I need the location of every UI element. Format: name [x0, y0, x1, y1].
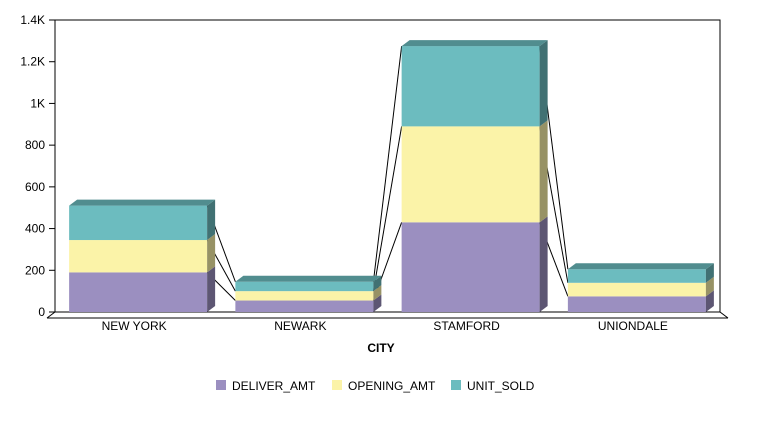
bar-front — [567, 269, 706, 283]
legend-item: OPENING_AMT — [332, 379, 436, 393]
y-tick-label: 400 — [25, 222, 45, 236]
bar-segment — [235, 285, 382, 301]
bar-front — [401, 222, 540, 312]
bar-segment — [567, 263, 714, 283]
legend-swatch — [451, 380, 461, 390]
bar-side — [539, 216, 548, 312]
legend-label: UNIT_SOLD — [467, 379, 535, 393]
legend: DELIVER_AMT OPENING_AMT UNIT_SOLD — [216, 379, 535, 393]
bar-side — [207, 199, 216, 241]
bar-front — [567, 296, 706, 312]
bar-top — [235, 275, 382, 282]
bar-front — [401, 126, 540, 223]
y-tick-label: 0 — [38, 305, 45, 319]
bar-segment — [69, 199, 216, 241]
bar-top — [401, 40, 548, 47]
bar-front — [235, 281, 374, 292]
x-axis-title: CITY — [367, 341, 394, 355]
bar-side — [373, 294, 382, 312]
bar-front — [235, 300, 374, 312]
bar-side — [207, 234, 216, 273]
bar-side — [207, 266, 216, 312]
legend-label: OPENING_AMT — [348, 379, 436, 393]
legend-label: DELIVER_AMT — [232, 379, 316, 393]
y-tick-label: 600 — [25, 180, 45, 194]
bar-front — [567, 282, 706, 297]
bar-side — [705, 290, 714, 312]
bar-segment — [567, 276, 714, 297]
bar-top — [567, 263, 714, 270]
bar-segment — [69, 234, 216, 273]
bar-side — [373, 285, 382, 301]
x-tick-label: NEW YORK — [102, 319, 167, 333]
y-tick-label: 1.4K — [20, 13, 45, 27]
x-tick-label: STAMFORD — [433, 319, 500, 333]
bar-segment — [235, 275, 382, 292]
bar-side — [705, 276, 714, 297]
x-tick-label: NEWARK — [274, 319, 326, 333]
x-tick-label: UNIONDALE — [598, 319, 668, 333]
bar-segment — [401, 120, 548, 223]
y-axis: 0 200 400 600 800 1K 1.2K 1.4K — [20, 13, 56, 319]
bar-side — [539, 40, 548, 127]
bar-top — [69, 199, 216, 206]
y-axis-corner — [46, 311, 56, 319]
bars — [69, 40, 714, 312]
bar-segment — [235, 294, 382, 312]
floor-right-line — [719, 311, 729, 319]
connector-line — [372, 126, 403, 292]
y-tick-label: 800 — [25, 138, 45, 152]
bar-front — [69, 205, 208, 241]
y-tick-label: 1.2K — [20, 55, 45, 69]
bar-segment — [401, 216, 548, 312]
bar-segment — [69, 266, 216, 312]
connector-line — [372, 46, 403, 282]
bar-front — [401, 46, 540, 127]
bar-front — [235, 291, 374, 301]
bar-front — [69, 240, 208, 273]
y-tick-label: 200 — [25, 263, 45, 277]
bar-side — [539, 120, 548, 223]
bar-side — [373, 275, 382, 292]
legend-item: UNIT_SOLD — [451, 379, 535, 393]
legend-swatch — [332, 380, 342, 390]
bar-segment — [567, 290, 714, 312]
y-tick-label: 1K — [30, 96, 45, 110]
legend-swatch — [216, 380, 226, 390]
bar-segment — [401, 40, 548, 127]
x-axis: NEW YORK NEWARK STAMFORD UNIONDALE — [102, 319, 668, 333]
bar-front — [69, 272, 208, 312]
bar-side — [705, 263, 714, 283]
legend-item: DELIVER_AMT — [216, 379, 316, 393]
